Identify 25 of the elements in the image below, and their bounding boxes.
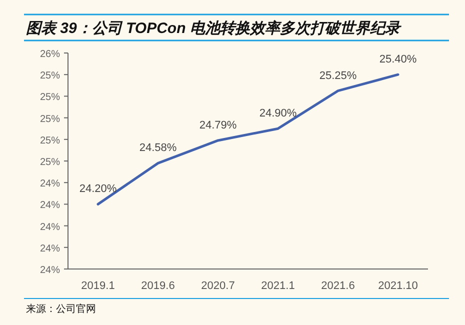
y-tick-label: 25% <box>40 135 60 146</box>
chart-title: 图表 39：公司 TOPCon 电池转换效率多次打破世界纪录 <box>26 19 402 37</box>
x-tick-label: 2021.6 <box>321 280 355 292</box>
x-tick-label: 2019.1 <box>81 280 115 292</box>
data-label: 24.20% <box>79 183 117 196</box>
x-tick-label: 2021.1 <box>261 280 295 292</box>
y-tick-label: 24% <box>40 265 60 276</box>
data-label: 25.40% <box>379 54 417 66</box>
y-tick-label: 24% <box>40 222 60 233</box>
y-tick-label: 25% <box>40 92 60 104</box>
x-tick-label: 2019.6 <box>141 280 175 292</box>
y-tick-label: 24% <box>40 243 60 254</box>
y-tick-label: 26% <box>40 49 60 60</box>
source-note: 来源：公司官网 <box>26 303 96 315</box>
y-tick-label: 24% <box>40 200 60 212</box>
y-tick-label: 25% <box>40 70 60 82</box>
x-tick-label: 2021.10 <box>378 280 418 292</box>
data-label: 25.25% <box>319 70 357 82</box>
y-tick-label: 24% <box>40 178 60 190</box>
data-label: 24.79% <box>199 119 237 132</box>
data-label: 24.58% <box>139 142 177 154</box>
y-tick-label: 25% <box>40 114 60 125</box>
data-label: 24.90% <box>259 108 297 120</box>
y-tick-label: 25% <box>40 157 60 168</box>
x-tick-label: 2020.7 <box>201 280 235 292</box>
